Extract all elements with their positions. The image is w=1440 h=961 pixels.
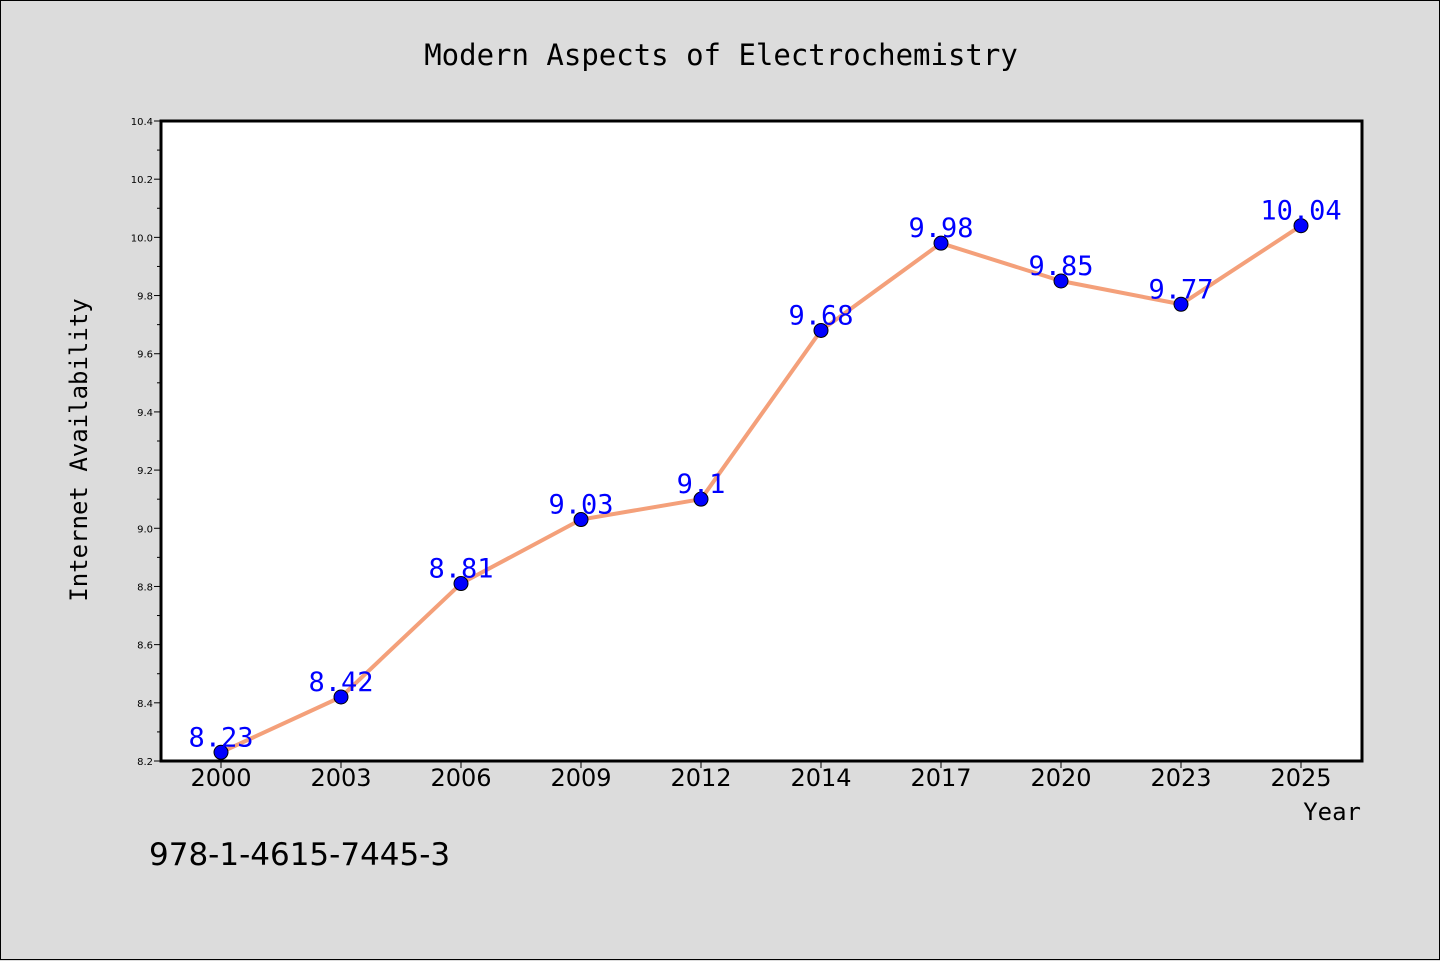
- data-point: [573, 512, 589, 528]
- plot-border: [159, 119, 1364, 763]
- x-axis-label: Year: [1303, 798, 1361, 826]
- y-tick-label: 9.6: [137, 350, 153, 361]
- y-tick-label: 8.6: [137, 641, 153, 652]
- x-tick-label: 2000: [190, 764, 251, 792]
- x-tick-label: 2023: [1150, 764, 1211, 792]
- series-group: 8.23 8.42 8.81 9.03 9.1 9.68 9.98 9.85 9.77 10.04: [188, 196, 1342, 760]
- x-tick-label: 2012: [670, 764, 731, 792]
- data-point: [693, 491, 709, 507]
- x-tick-label: 2014: [790, 764, 851, 792]
- data-label: 9.68: [788, 300, 853, 331]
- x-tick-label: 2020: [1030, 764, 1091, 792]
- y-tick-label: 10.2: [131, 175, 153, 186]
- x-tick-label: 2017: [910, 764, 971, 792]
- y-tick-label: 10.0: [131, 233, 153, 244]
- data-point: [813, 322, 829, 338]
- data-point: [213, 744, 229, 760]
- y-tick-label: 9.2: [137, 466, 153, 477]
- isbn-label: 978-1-4615-7445-3: [149, 837, 450, 873]
- data-label: 9.85: [1028, 251, 1093, 282]
- x-tick-label: 2006: [430, 764, 491, 792]
- y-tick-label: 8.4: [137, 699, 153, 710]
- data-label: 9.98: [908, 213, 973, 244]
- x-tick-label: 2009: [550, 764, 611, 792]
- data-label: 9.1: [677, 469, 726, 500]
- x-tick-label: 2003: [310, 764, 371, 792]
- y-axis-label: Internet Availability: [65, 298, 93, 601]
- y-tick-label: 8.2: [137, 757, 153, 768]
- data-label: 10.04: [1260, 196, 1341, 227]
- chart-title: Modern Aspects of Electrochemistry: [424, 38, 1018, 72]
- y-tick-label: 9.4: [137, 408, 153, 419]
- y-tick-label: 10.4: [131, 117, 153, 128]
- data-label: 8.81: [428, 554, 493, 585]
- x-tick-label: 2025: [1270, 764, 1331, 792]
- y-tick-label: 9.8: [137, 292, 153, 303]
- data-label: 9.03: [548, 490, 613, 521]
- axis-ticks: 8.2 8.4 8.6 8.8 9.0 9.2 9.4 9.6 9.8 10.0 10.2 10.4 2…: [131, 117, 1332, 792]
- data-point: [1173, 296, 1189, 312]
- data-point: [1053, 273, 1069, 289]
- data-label: 8.23: [188, 722, 253, 753]
- y-tick-label: 9.0: [137, 524, 153, 535]
- plot-area: [161, 121, 1362, 761]
- data-label: 8.42: [308, 667, 373, 698]
- data-point: [453, 576, 469, 592]
- y-tick-label: 8.8: [137, 582, 153, 593]
- data-point: [1293, 218, 1309, 234]
- data-label: 9.77: [1148, 274, 1213, 305]
- series-line: [220, 224, 1303, 755]
- data-point: [933, 235, 949, 251]
- data-point: [333, 689, 349, 705]
